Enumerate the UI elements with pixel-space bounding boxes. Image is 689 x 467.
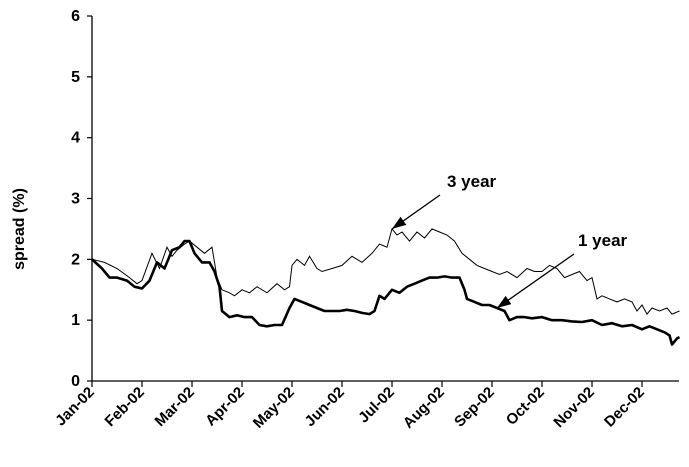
y-tick-label: 3 (71, 191, 80, 208)
annotations: 3 year 1 year (391, 172, 628, 309)
y-tick-label: 6 (71, 8, 80, 25)
x-tick-label: Aug-02 (400, 384, 448, 432)
x-tick-label: Nov-02 (550, 384, 597, 431)
x-tick-label: Jan-02 (52, 384, 98, 430)
y-tick-label: 0 (71, 373, 80, 390)
y-axis-ticks: 0 1 2 3 4 5 6 (71, 8, 92, 390)
annotation-arrowhead-1-year (497, 295, 512, 308)
x-tick-label: Feb-02 (102, 384, 148, 430)
x-tick-label: Oct-02 (503, 384, 548, 429)
y-tick-label: 5 (71, 69, 80, 86)
series-group (91, 227, 681, 346)
x-tick-label: Apr-02 (202, 384, 248, 430)
x-tick-label: Jul-02 (355, 384, 398, 427)
annotation-label-3-year: 3 year (447, 172, 497, 191)
y-tick-label: 2 (71, 251, 80, 268)
annotation-label-1-year: 1 year (578, 231, 628, 250)
x-tick-label: Jun-02 (302, 384, 348, 430)
x-tick-label: Dec-02 (601, 384, 648, 431)
x-tick-label: May-02 (250, 384, 298, 432)
annotation-arrowhead-3-year (392, 216, 407, 229)
y-axis-title: spread (%) (11, 188, 28, 270)
x-tick-label: Mar-02 (152, 384, 198, 430)
series-line-3-year (91, 227, 680, 315)
y-tick-label: 4 (71, 130, 80, 147)
annotation-arrow-1-year (496, 253, 575, 309)
x-tick-label: Sep-02 (451, 384, 498, 431)
y-tick-label: 1 (71, 312, 80, 329)
x-axis-ticks: Jan-02 Feb-02 Mar-02 Apr-02 May-02 Jun-02 Jul-… (52, 381, 648, 432)
series-line-1-year (91, 239, 681, 346)
